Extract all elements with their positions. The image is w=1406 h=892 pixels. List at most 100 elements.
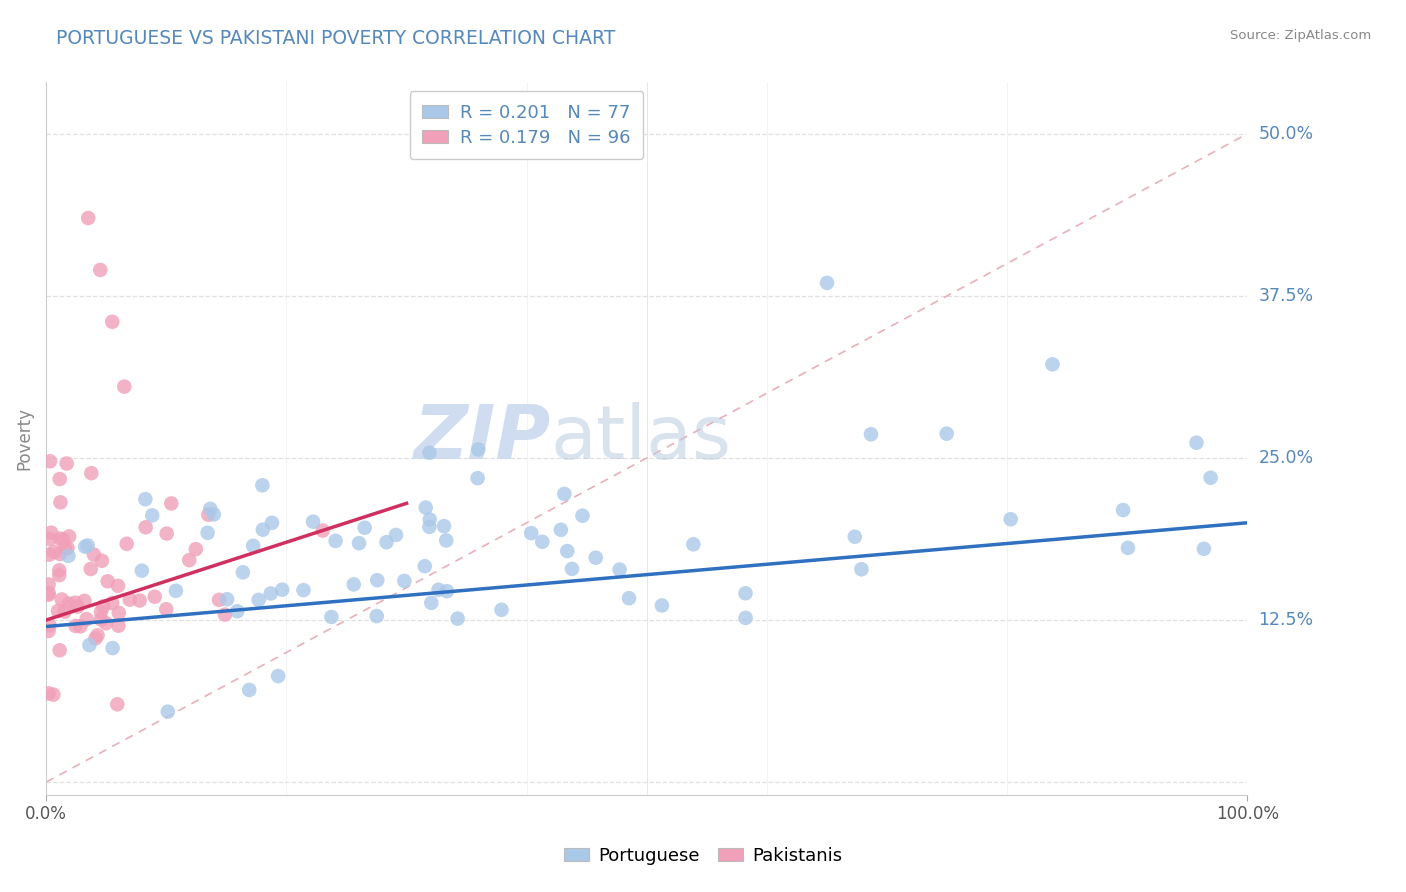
Point: [202, 508, 225, 522]
Point: [555, 544, 578, 558]
Point: [65, 596, 87, 610]
Point: [94, 616, 117, 631]
Point: [53, 605, 76, 619]
Text: atlas: atlas: [551, 402, 731, 475]
Point: [609, 563, 631, 577]
Point: [155, 602, 177, 616]
Point: [571, 508, 593, 523]
Point: [238, 682, 260, 697]
Point: [156, 705, 179, 719]
Point: [118, 592, 141, 607]
Point: [1185, 435, 1208, 450]
Point: [49, 547, 72, 561]
Point: [366, 609, 388, 624]
Point: [215, 592, 238, 607]
Point: [197, 525, 219, 540]
Point: [271, 582, 294, 597]
Point: [76, 612, 98, 626]
Point: [76, 539, 98, 553]
Point: [38, 548, 60, 562]
Point: [135, 520, 157, 534]
Point: [550, 523, 572, 537]
Point: [247, 592, 270, 607]
Point: [651, 599, 673, 613]
Point: [467, 471, 489, 485]
Point: [107, 579, 129, 593]
Point: [48, 568, 70, 582]
Text: ZIP: ZIP: [413, 402, 551, 475]
Point: [734, 586, 756, 600]
Point: [347, 536, 370, 550]
Point: [66, 599, 89, 614]
Point: [134, 492, 156, 507]
Point: [184, 542, 207, 557]
Point: [179, 553, 201, 567]
Point: [208, 593, 231, 607]
Point: [101, 315, 124, 329]
Point: [935, 426, 957, 441]
Point: [91, 599, 114, 614]
Point: [200, 501, 222, 516]
Point: [531, 534, 554, 549]
Point: [418, 446, 440, 460]
Point: [366, 573, 388, 587]
Point: [131, 564, 153, 578]
Point: [141, 508, 163, 523]
Point: [39, 525, 62, 540]
Text: 25.0%: 25.0%: [1258, 449, 1313, 467]
Point: [38, 588, 60, 602]
Point: [49, 495, 72, 509]
Point: [84, 632, 107, 646]
Point: [58, 529, 80, 543]
Point: [415, 500, 437, 515]
Point: [260, 586, 283, 600]
Legend: R = 0.201   N = 77, R = 0.179   N = 96: R = 0.201 N = 77, R = 0.179 N = 96: [409, 91, 644, 160]
Point: [115, 537, 138, 551]
Point: [232, 566, 254, 580]
Point: [585, 550, 607, 565]
Point: [1112, 503, 1135, 517]
Point: [325, 533, 347, 548]
Point: [394, 574, 416, 588]
Point: [77, 211, 100, 225]
Point: [165, 583, 187, 598]
Y-axis label: Poverty: Poverty: [15, 407, 32, 470]
Point: [420, 596, 443, 610]
Point: [617, 591, 640, 606]
Point: [859, 427, 882, 442]
Point: [90, 554, 112, 568]
Point: [214, 607, 236, 622]
Point: [491, 603, 513, 617]
Point: [433, 519, 456, 533]
Point: [343, 577, 366, 591]
Point: [46, 604, 69, 618]
Point: [39, 454, 62, 468]
Point: [73, 594, 96, 608]
Point: [353, 521, 375, 535]
Point: [51, 592, 73, 607]
Legend: Portuguese, Pakistanis: Portuguese, Pakistanis: [557, 840, 849, 872]
Point: [815, 276, 838, 290]
Point: [89, 263, 111, 277]
Text: 37.5%: 37.5%: [1258, 287, 1313, 305]
Point: [252, 478, 274, 492]
Point: [1042, 357, 1064, 371]
Point: [419, 512, 441, 526]
Point: [90, 612, 112, 626]
Point: [101, 596, 124, 610]
Point: [65, 619, 87, 633]
Text: 12.5%: 12.5%: [1258, 611, 1313, 629]
Point: [48, 563, 70, 577]
Point: [160, 496, 183, 510]
Point: [58, 549, 80, 563]
Text: 50.0%: 50.0%: [1258, 125, 1313, 143]
Point: [252, 523, 274, 537]
Point: [38, 624, 60, 638]
Point: [434, 533, 457, 548]
Point: [58, 597, 80, 611]
Point: [108, 606, 131, 620]
Point: [467, 442, 489, 457]
Point: [292, 583, 315, 598]
Point: [69, 619, 91, 633]
Point: [79, 638, 101, 652]
